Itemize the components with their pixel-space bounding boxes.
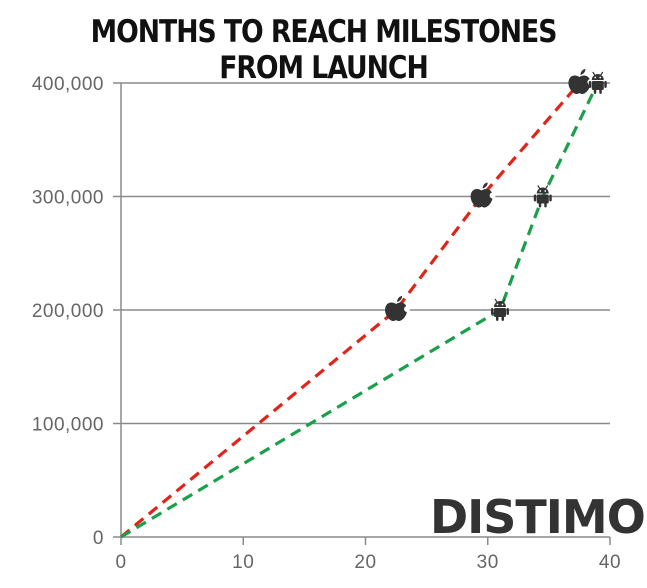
series-line: [120, 82, 600, 539]
x-tick-label: 40: [599, 552, 621, 573]
android-icon-antenna: [502, 298, 506, 303]
y-tick-label: 0: [93, 528, 104, 549]
android-icon-eye: [544, 190, 547, 192]
android-icon-antenna: [537, 185, 541, 189]
android-icon-head: [591, 74, 604, 80]
markers-group: [385, 69, 607, 321]
android-icon-antenna: [600, 71, 604, 76]
android-icon-leg: [544, 202, 547, 208]
android-icon-leg: [501, 316, 504, 321]
y-tick-label: 300,000: [32, 188, 104, 209]
android-icon-leg: [538, 202, 542, 208]
y-tick-label: 200,000: [32, 301, 104, 322]
android-icon-arm: [506, 308, 509, 315]
android-icon-antenna: [545, 185, 549, 189]
chart-title: MONTHS TO REACH MILESTONES FROM LAUNCH: [90, 14, 558, 86]
android-icon-leg: [599, 89, 602, 94]
grid-lines: [113, 82, 610, 538]
watermark: DISTIMO: [430, 490, 646, 544]
apple-icon: [470, 182, 496, 208]
y-tick-label: 400,000: [32, 74, 104, 95]
android-icon: [588, 71, 607, 94]
y-tick-label: 100,000: [32, 415, 104, 436]
android-icon-eye: [496, 303, 499, 306]
apple-icon-body: [385, 302, 408, 321]
android-icon-eye: [594, 76, 597, 79]
android-icon-arm: [533, 194, 537, 202]
apple-icon-leaf: [580, 69, 586, 75]
apple-icon-leaf: [397, 296, 403, 302]
android-icon-antenna: [592, 71, 596, 76]
android-icon-arm: [549, 194, 552, 202]
x-tick-label: 30: [477, 552, 499, 573]
apple-icon: [385, 296, 411, 321]
apple-icon-body: [470, 188, 493, 208]
android-icon-eye: [501, 303, 504, 306]
apple-icon-leaf: [482, 182, 488, 189]
android-icon-arm: [588, 81, 592, 88]
apple-icon-body: [568, 75, 591, 94]
apple-icon-bite: [489, 192, 496, 199]
x-tick-label: 20: [354, 552, 376, 573]
android-icon-leg: [593, 89, 597, 94]
apple-icon: [568, 69, 594, 94]
series-group: [119, 81, 600, 539]
android-icon-torso: [493, 308, 506, 317]
android-icon-eye: [599, 76, 602, 79]
android-icon-torso: [591, 81, 604, 90]
x-tick-label: 10: [232, 552, 254, 573]
android-icon: [533, 185, 552, 208]
apple-icon-bite: [404, 306, 411, 312]
x-tick-label: 0: [115, 552, 126, 573]
android-icon-head: [493, 301, 506, 307]
android-icon-arm: [604, 81, 607, 88]
android-icon-leg: [495, 316, 499, 321]
android-icon-arm: [490, 308, 494, 315]
android-icon-head: [536, 187, 549, 194]
tick-labels: 0 100,000 200,000 300,000 400,000 0 10 20 30 40: [32, 74, 621, 573]
android-icon-torso: [536, 194, 549, 204]
android-icon-eye: [539, 190, 542, 192]
distimo-watermark: DISTIMO: [430, 490, 645, 544]
axes: [120, 83, 611, 545]
android-icon-antenna: [494, 298, 498, 303]
android-icon: [490, 298, 509, 321]
